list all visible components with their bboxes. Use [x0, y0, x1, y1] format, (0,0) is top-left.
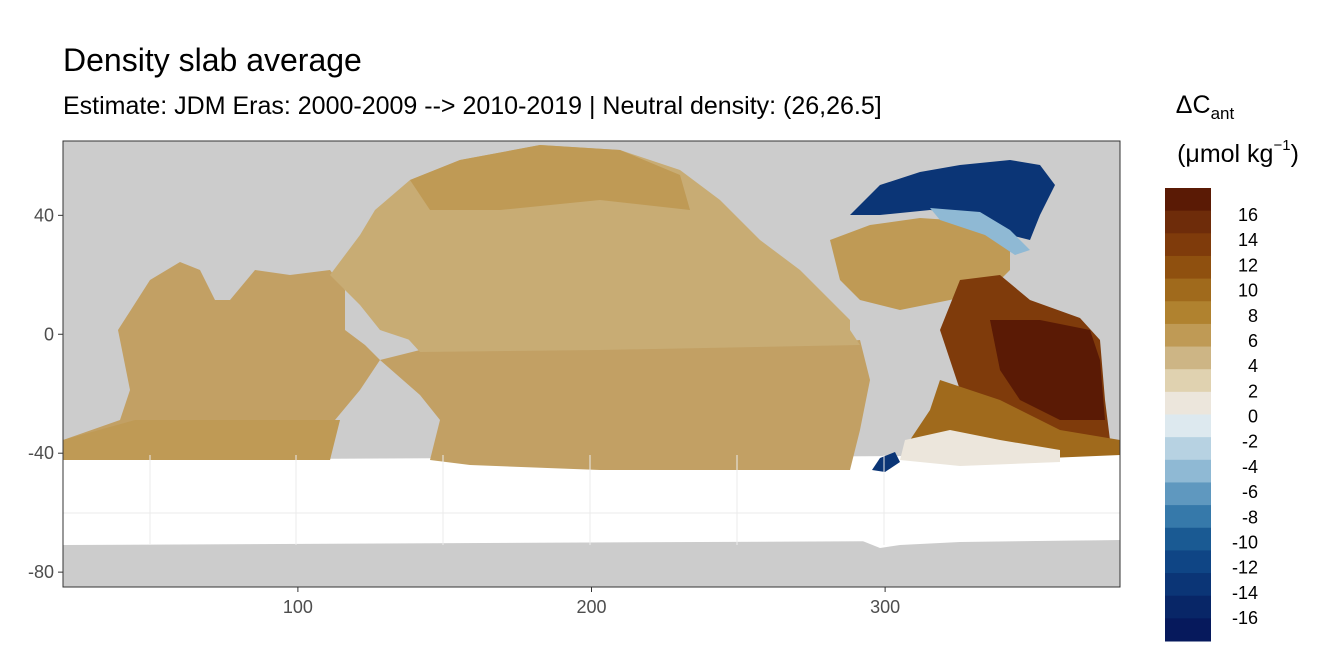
legend-label: 8	[1248, 306, 1258, 326]
legend-swatch	[1165, 210, 1211, 234]
legend-swatch	[1165, 527, 1211, 551]
legend-label: -8	[1242, 507, 1258, 527]
legend-swatch	[1165, 369, 1211, 393]
legend-labels: 16 14 12 10 8 6 4 2 0 -2 -4 -6 -8 -10 -12 -14 -16	[1232, 205, 1258, 628]
legend-label: -14	[1232, 583, 1258, 603]
legend-label: 14	[1238, 230, 1258, 250]
legend-label: -12	[1232, 558, 1258, 578]
y-tick-label: 0	[44, 324, 54, 344]
legend-swatch	[1165, 346, 1211, 370]
subpolar-transition	[930, 208, 1030, 255]
legend-swatch	[1165, 391, 1211, 415]
legend-swatch	[1165, 505, 1211, 529]
legend-swatch	[1165, 323, 1211, 348]
colorbar-legend: ΔCant (μmol kg−1) 16 14 12 10 8 6 4 2 0 -2 -4 -6 -8 -…	[1165, 91, 1299, 642]
x-tick-label: 100	[283, 597, 313, 617]
legend-swatch	[1165, 550, 1211, 574]
chart-title: Density slab average	[63, 42, 362, 78]
legend-swatch	[1165, 573, 1211, 597]
y-tick-label: 40	[34, 205, 54, 225]
legend-label: -6	[1242, 482, 1258, 502]
north-pacific-band	[410, 145, 690, 210]
legend-swatch	[1165, 618, 1211, 642]
x-tick-label: 200	[576, 597, 606, 617]
map-panel	[63, 141, 1120, 587]
south-atlantic-light	[900, 430, 1060, 466]
legend-label: 10	[1238, 281, 1258, 301]
legend-swatch	[1165, 255, 1211, 280]
legend-swatch	[1165, 482, 1211, 506]
legend-swatch	[1165, 188, 1211, 212]
equatorial-pacific	[400, 330, 860, 352]
legend-label: -16	[1232, 608, 1258, 628]
y-tick-label: -40	[28, 443, 54, 463]
legend-title-line2: (μmol kg−1)	[1177, 137, 1299, 168]
south-atlantic-blue	[872, 452, 900, 472]
legend-swatch	[1165, 437, 1211, 461]
grid-lines	[63, 455, 1120, 545]
legend-swatch	[1165, 278, 1211, 302]
indian-ocean	[63, 262, 380, 460]
subpolar-gyre	[850, 160, 1055, 240]
chart-subtitle: Estimate: JDM Eras: 2000-2009 --> 2010-2…	[63, 92, 882, 120]
legend-label: 16	[1238, 205, 1258, 225]
legend-label: 12	[1238, 255, 1258, 275]
y-tick-label: -80	[28, 562, 54, 582]
x-tick-label: 300	[870, 597, 900, 617]
legend-label: 0	[1248, 407, 1258, 427]
legend-swatch	[1165, 233, 1211, 257]
legend-swatch	[1165, 414, 1211, 438]
x-axis: 100 200 300	[283, 587, 900, 617]
legend-swatch	[1165, 459, 1211, 483]
legend-label: 6	[1248, 331, 1258, 351]
legend-swatch	[1165, 595, 1211, 619]
y-axis: 40 0 -40 -80	[28, 205, 63, 582]
legend-label: -10	[1232, 532, 1258, 552]
legend-label: -2	[1242, 432, 1258, 452]
legend-label: 4	[1248, 356, 1258, 376]
legend-swatches	[1165, 188, 1211, 642]
antarctic-nodata-strip	[63, 505, 1120, 545]
atlantic-core-high	[990, 320, 1105, 420]
legend-title-line1: ΔCant	[1176, 91, 1235, 123]
indian-ocean-south	[63, 420, 340, 460]
legend-swatch	[1165, 301, 1211, 325]
south-pacific	[380, 340, 870, 470]
legend-label: 2	[1248, 381, 1258, 401]
legend-label: -4	[1242, 457, 1258, 477]
